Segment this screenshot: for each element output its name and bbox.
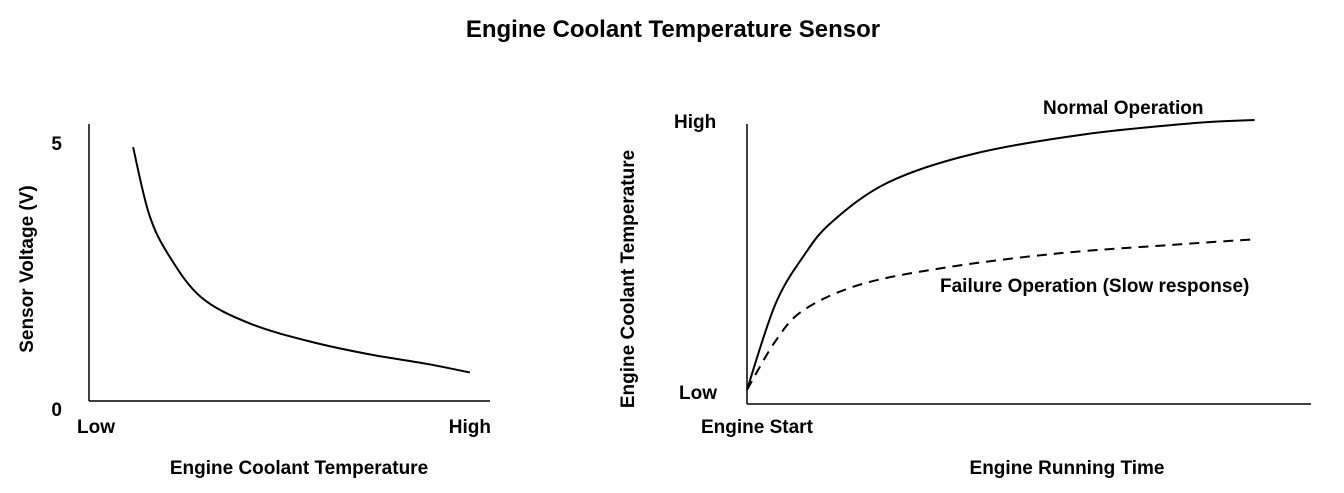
left-y-tick-label-bottom: 0 bbox=[51, 400, 62, 421]
right-chart: High Low Engine Start Engine Running Tim… bbox=[618, 98, 1311, 479]
chart-title: Engine Coolant Temperature Sensor bbox=[466, 16, 880, 43]
right-x-tick-label-start: Engine Start bbox=[701, 417, 814, 438]
series-label-normal-operation: Normal Operation bbox=[1043, 98, 1203, 119]
right-y-axis-label: Engine Coolant Temperature bbox=[618, 150, 639, 408]
series-label-failure-operation: Failure Operation (Slow response) bbox=[940, 276, 1249, 297]
right-y-tick-label-high: High bbox=[674, 112, 716, 133]
series-line-normal-operation bbox=[746, 119, 1255, 391]
left-chart: 5 0 Low High Engine Coolant Temperature … bbox=[17, 124, 491, 479]
left-y-axis-label: Sensor Voltage (V) bbox=[17, 185, 38, 353]
left-series-line bbox=[132, 146, 471, 374]
right-y-tick-label-low: Low bbox=[679, 383, 717, 404]
right-x-axis-label: Engine Running Time bbox=[970, 458, 1165, 479]
left-x-tick-label-high: High bbox=[449, 417, 491, 438]
left-x-tick-label-low: Low bbox=[77, 417, 115, 438]
series-line-failure-operation bbox=[746, 238, 1255, 391]
left-x-axis-label: Engine Coolant Temperature bbox=[170, 458, 428, 479]
left-y-tick-label-top: 5 bbox=[51, 134, 62, 155]
